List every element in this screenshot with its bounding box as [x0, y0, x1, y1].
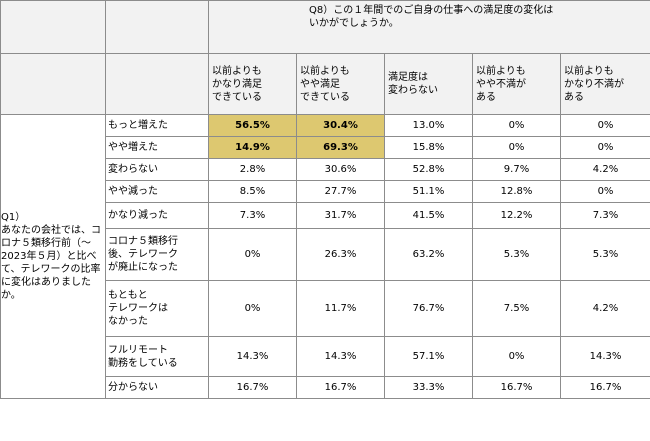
- table-row: やや増えた 14.9% 69.3% 15.8% 0% 0%: [1, 136, 650, 159]
- value-cell: 0%: [559, 180, 650, 203]
- value-cell: 16.7%: [559, 376, 650, 399]
- value-cell: 9.7%: [472, 158, 561, 181]
- value-cell: 4.2%: [559, 158, 650, 181]
- row-label: やや減った: [105, 180, 209, 203]
- value-cell: 2.8%: [208, 158, 297, 181]
- value-cell: 63.2%: [384, 228, 473, 281]
- col-header: 以前よりも やや不満が ある: [472, 53, 561, 115]
- value-cell: 16.7%: [296, 376, 385, 399]
- corner-cell-4: [105, 53, 209, 115]
- value-cell: 14.3%: [559, 336, 650, 377]
- value-cell: 0%: [208, 228, 297, 281]
- value-cell: 52.8%: [384, 158, 473, 181]
- row-label: フルリモート 勤務をしている: [105, 336, 209, 377]
- value-cell: 76.7%: [384, 280, 473, 337]
- table-row: Q1） あなたの会社では、コロナ５類移行前（～2023年５月）と比べて、テレワー…: [0, 114, 650, 399]
- value-cell: 14.3%: [296, 336, 385, 377]
- value-cell: 31.7%: [296, 202, 385, 229]
- value-cell: 57.1%: [384, 336, 473, 377]
- value-cell: 4.2%: [559, 280, 650, 337]
- table-row: もともと テレワークは なかった 0% 11.7% 76.7% 7.5% 4.2%: [1, 280, 650, 337]
- row-label: 変わらない: [105, 158, 209, 181]
- col-header: 以前よりも かなり不満が ある: [559, 53, 650, 115]
- corner-cell-3: [0, 53, 106, 115]
- corner-cell: [0, 0, 106, 54]
- q8-question-title: Q8）この１年間でのご自身の仕事への満足度の変化は いかがでしょうか。: [207, 0, 650, 54]
- value-cell: 13.0%: [384, 114, 473, 137]
- value-cell: 0%: [559, 136, 650, 159]
- row-label: やや増えた: [105, 136, 209, 159]
- value-cell: 0%: [472, 114, 561, 137]
- q8-question-text: Q8）この１年間でのご自身の仕事への満足度の変化は いかがでしょうか。: [309, 5, 554, 29]
- value-cell: 30.6%: [296, 158, 385, 181]
- q1-question-cell: Q1） あなたの会社では、コロナ５類移行前（～2023年５月）と比べて、テレワー…: [0, 114, 106, 399]
- value-cell: 7.3%: [559, 202, 650, 229]
- value-cell: 11.7%: [296, 280, 385, 337]
- table-body: Q1） あなたの会社では、コロナ５類移行前（～2023年５月）と比べて、テレワー…: [0, 114, 650, 399]
- value-cell: 7.5%: [472, 280, 561, 337]
- row-label: コロナ５類移行 後、テレワーク が廃止になった: [105, 228, 209, 281]
- value-cell: 26.3%: [296, 228, 385, 281]
- table-row: 分からない 16.7% 16.7% 33.3% 16.7% 16.7%: [1, 376, 650, 399]
- row-label: 分からない: [105, 376, 209, 399]
- value-cell: 5.3%: [559, 228, 650, 281]
- value-cell: 12.2%: [472, 202, 561, 229]
- value-cell: 0%: [559, 114, 650, 137]
- value-cell: 27.7%: [296, 180, 385, 203]
- value-cell: 15.8%: [384, 136, 473, 159]
- q1-question-text: Q1） あなたの会社では、コロナ５類移行前（～2023年５月）と比べて、テレワー…: [1, 212, 101, 301]
- value-cell: 8.5%: [208, 180, 297, 203]
- value-cell: 30.4%: [296, 114, 385, 137]
- value-cell: 14.9%: [208, 136, 297, 159]
- row-label: もともと テレワークは なかった: [105, 280, 209, 337]
- row-label: もっと増えた: [105, 114, 209, 137]
- value-cell: 56.5%: [208, 114, 297, 137]
- corner-cell-2: [105, 0, 209, 54]
- col-header: 満足度は 変わらない: [384, 53, 473, 115]
- value-cell: 69.3%: [296, 136, 385, 159]
- value-cell: 5.3%: [472, 228, 561, 281]
- value-cell: 12.8%: [472, 180, 561, 203]
- value-cell: 7.3%: [208, 202, 297, 229]
- col-header: 以前よりも やや満足 できている: [296, 53, 385, 115]
- col-header: 以前よりも かなり満足 できている: [208, 53, 297, 115]
- crosstab-table: Q8）この１年間でのご自身の仕事への満足度の変化は いかがでしょうか。 以前より…: [0, 0, 650, 399]
- value-cell: 41.5%: [384, 202, 473, 229]
- value-cell: 16.7%: [472, 376, 561, 399]
- value-cell: 0%: [208, 280, 297, 337]
- table-row: コロナ５類移行 後、テレワーク が廃止になった 0% 26.3% 63.2% 5.3% 5…: [1, 228, 650, 281]
- value-cell: 51.1%: [384, 180, 473, 203]
- value-cell: 0%: [472, 136, 561, 159]
- table-row: フルリモート 勤務をしている 14.3% 14.3% 57.1% 0% 14.3%: [1, 336, 650, 377]
- value-cell: 16.7%: [208, 376, 297, 399]
- value-cell: 14.3%: [208, 336, 297, 377]
- value-cell: 33.3%: [384, 376, 473, 399]
- table-row: やや減った 8.5% 27.7% 51.1% 12.8% 0%: [1, 180, 650, 203]
- value-cell: 0%: [472, 336, 561, 377]
- row-label: かなり減った: [105, 202, 209, 229]
